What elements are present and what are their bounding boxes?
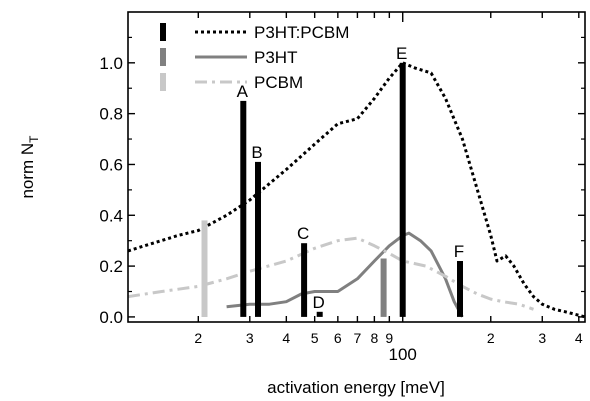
bar-A xyxy=(240,100,247,317)
bar-label-E: E xyxy=(396,44,407,63)
bar-extra-7 xyxy=(380,258,387,317)
x-minor-tick-label: 4 xyxy=(282,330,290,346)
y-tick-label: 0.0 xyxy=(99,308,123,327)
bar-label-B: B xyxy=(251,143,262,162)
series-layer xyxy=(128,61,585,319)
x-minor-tick-label: 2 xyxy=(194,330,202,346)
x-minor-tick-label: 4 xyxy=(575,330,583,346)
bar-labels-layer: A B C D E F xyxy=(237,44,465,312)
y-tick-label: 0.4 xyxy=(99,206,123,225)
x-minor-tick-label: 2 xyxy=(487,330,495,346)
x-minor-tick-label: 6 xyxy=(334,330,342,346)
bar-B xyxy=(255,161,261,317)
y-tick-label: 0.8 xyxy=(99,105,123,124)
y-axis-label: norm NT xyxy=(18,135,41,199)
y-axis-label-sub: T xyxy=(27,135,41,143)
x-minor-tick-label: 3 xyxy=(246,330,254,346)
series-line-1 xyxy=(128,61,585,319)
legend-bar-swatch xyxy=(160,23,166,41)
bar-E xyxy=(399,62,406,317)
bar-label-A: A xyxy=(237,82,249,101)
x-minor-tick-label: 9 xyxy=(385,330,393,346)
x-minor-tick-label: 8 xyxy=(370,330,378,346)
x-axis-label: activation energy [meV] xyxy=(267,378,445,397)
bar-label-F: F xyxy=(454,242,464,261)
bars-layer xyxy=(201,62,463,317)
x-major-tick-label: 100 xyxy=(389,345,417,364)
legend-bar-swatch xyxy=(160,48,166,66)
legend: P3HT:PCBM P3HT PCBM xyxy=(160,23,349,92)
x-minor-tick-label: 5 xyxy=(311,330,319,346)
bar-label-D: D xyxy=(313,293,325,312)
x-minor-tick-label: 3 xyxy=(538,330,546,346)
legend-label: P3HT xyxy=(254,48,297,67)
x-minor-tick-label: 7 xyxy=(354,330,362,346)
y-tick-label: 1.0 xyxy=(99,54,123,73)
y-tick-label: 0.6 xyxy=(99,155,123,174)
y-axis-label-main: norm N xyxy=(18,143,37,199)
series-line-3 xyxy=(128,236,535,311)
y-tick-label: 0.2 xyxy=(99,257,123,276)
series-line-2 xyxy=(226,231,464,318)
bar-extra-8 xyxy=(201,220,208,317)
legend-bar-swatch xyxy=(160,73,166,91)
legend-label: P3HT:PCBM xyxy=(254,23,349,42)
bar-F xyxy=(457,261,463,317)
legend-label: PCBM xyxy=(254,73,303,92)
plot-frame xyxy=(127,11,586,323)
bar-C xyxy=(301,243,308,317)
bar-D xyxy=(316,311,323,317)
bar-label-C: C xyxy=(297,224,309,243)
